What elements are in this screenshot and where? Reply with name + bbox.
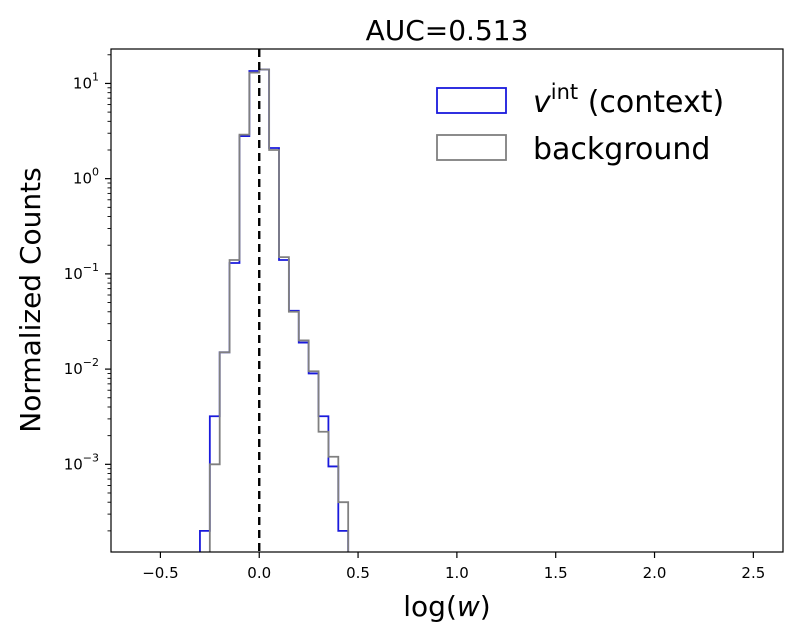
y-tick-label: 10−3 <box>64 451 99 473</box>
x-tick-label: 0.0 <box>247 564 271 582</box>
y-axis-title: Normalized Counts <box>14 167 47 432</box>
y-tick-label: 10−1 <box>64 261 99 283</box>
legend-label-2: background <box>533 132 710 167</box>
plot-area <box>199 49 350 552</box>
x-tick-label: 1.0 <box>445 564 469 582</box>
x-axis-title: log(w) <box>403 590 490 623</box>
x-tick-label: −0.5 <box>142 564 178 582</box>
y-tick-label: 101 <box>73 70 99 92</box>
x-tick-label: 2.0 <box>643 564 667 582</box>
x-tick-label: 0.5 <box>346 564 370 582</box>
legend-swatch-2 <box>436 134 507 161</box>
axes: −0.5 0.0 0.5 1.0 1.5 2.0 2.5 10−3 10−2 10−1 100 101 <box>64 48 784 582</box>
x-tick-label: 1.5 <box>544 564 568 582</box>
y-tick-label: 10−2 <box>64 356 99 378</box>
x-tick-label: 2.5 <box>741 564 765 582</box>
legend: vint (context) background <box>436 80 724 167</box>
legend-swatch-1 <box>436 87 507 114</box>
plot-frame <box>110 48 784 553</box>
y-tick-label: 100 <box>73 166 99 188</box>
histogram-series-1 <box>199 68 350 552</box>
histogram-series-2 <box>208 68 350 552</box>
chart-title: AUC=0.513 <box>366 14 529 47</box>
legend-label-1: vint (context) <box>533 80 724 120</box>
